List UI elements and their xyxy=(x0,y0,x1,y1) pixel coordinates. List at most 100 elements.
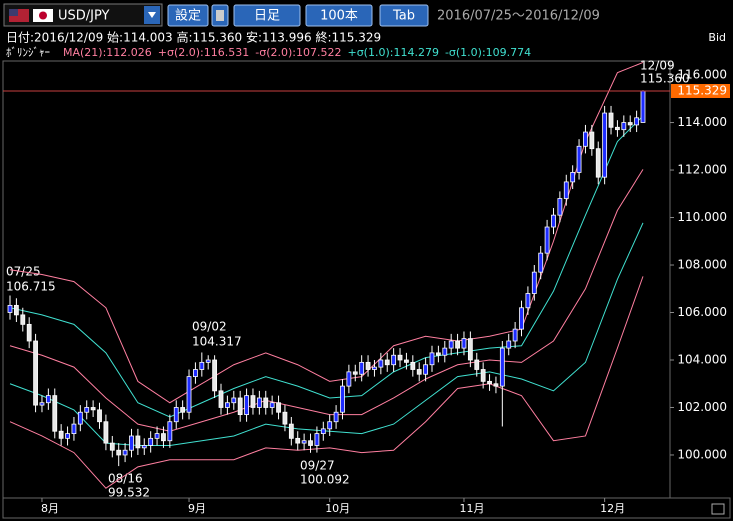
y-tick-label: 102.000 xyxy=(677,400,727,414)
us-flag-canton xyxy=(9,9,18,16)
y-tick-label: 106.000 xyxy=(677,305,727,319)
band-line xyxy=(9,276,644,489)
candle-body xyxy=(141,445,147,449)
legend-entry: +σ(1.0):114.279 xyxy=(347,46,438,59)
candle-body xyxy=(442,347,448,356)
annotation-price: 100.092 xyxy=(300,473,350,487)
candle-body xyxy=(544,226,550,254)
settings-button[interactable] xyxy=(167,4,209,27)
candle-body xyxy=(116,449,122,456)
current-price-box xyxy=(671,83,730,98)
tool-icon xyxy=(216,10,224,21)
tab-button[interactable] xyxy=(379,4,429,27)
candle-body xyxy=(84,407,90,413)
y-tick-label: 114.000 xyxy=(677,115,727,129)
candle-body xyxy=(384,359,390,366)
candle-body xyxy=(461,338,467,349)
expand-icon[interactable] xyxy=(711,503,725,515)
candle-body xyxy=(576,145,582,173)
candle-body xyxy=(487,380,492,385)
candle-body xyxy=(333,411,339,423)
candle-body xyxy=(71,423,77,435)
candle-body xyxy=(602,112,608,178)
period-label: 日足 xyxy=(254,9,280,24)
candle-body xyxy=(276,402,281,413)
candle-body xyxy=(244,395,249,416)
x-axis-frame xyxy=(2,497,731,519)
x-tick-label: 8月 xyxy=(41,502,59,515)
annotation-date: 09/27 xyxy=(300,459,335,473)
candle-body xyxy=(109,442,115,451)
candle-body xyxy=(404,359,409,363)
candle-body xyxy=(346,371,352,387)
candle-body xyxy=(525,293,531,309)
candle-body xyxy=(231,397,237,404)
candle-body xyxy=(340,385,345,413)
candle-body xyxy=(615,126,620,131)
candle-body xyxy=(205,359,211,363)
pair-label: USD/JPY xyxy=(58,9,110,24)
candle-body xyxy=(135,435,141,449)
candle-body xyxy=(13,304,19,316)
candle-body xyxy=(595,148,601,178)
y-tick-label: 112.000 xyxy=(677,163,727,177)
candle-body xyxy=(122,449,128,456)
dropdown-arrow xyxy=(148,12,156,18)
y-tick-label: 110.000 xyxy=(677,210,727,224)
candle-body xyxy=(90,407,96,411)
candle-body xyxy=(551,214,556,228)
candle-body xyxy=(627,122,633,126)
date-range: 2016/07/25～2016/12/09 xyxy=(437,9,600,24)
y-tick-label: 108.000 xyxy=(677,258,727,272)
candle-body xyxy=(467,338,473,361)
jp-flag-sun xyxy=(39,11,47,20)
candle-body xyxy=(583,131,588,147)
candle-body xyxy=(212,359,218,392)
band-line xyxy=(9,115,644,418)
count-button[interactable] xyxy=(305,4,373,27)
candle-body xyxy=(359,361,365,375)
candle-body xyxy=(391,354,397,366)
candle-body xyxy=(608,112,614,128)
candle-body xyxy=(474,359,480,370)
candle-body xyxy=(557,198,563,216)
indicator-name: ﾎﾞﾘﾝｼﾞｬｰ xyxy=(6,46,50,59)
candle-body xyxy=(429,352,435,366)
candle-body xyxy=(480,369,486,382)
candle-body xyxy=(173,407,179,423)
legend-entry: -σ(2.0):107.522 xyxy=(255,46,341,59)
candle-body xyxy=(282,411,288,425)
candle-body xyxy=(263,397,269,408)
candle-body xyxy=(493,383,499,387)
pair-selector[interactable]: USD/JPY xyxy=(3,3,163,27)
annotation-date: 08/16 xyxy=(108,472,143,486)
current-price-label: 115.329 xyxy=(677,83,727,97)
candle-body xyxy=(372,366,377,370)
candle-body xyxy=(320,428,326,435)
candle-body xyxy=(250,395,256,408)
candle-body xyxy=(26,323,32,342)
ohlc-info: 日付:2016/12/09 始:114.003 高:115.360 安:113.… xyxy=(6,30,381,45)
candle-body xyxy=(640,90,646,123)
candle-body xyxy=(378,359,384,368)
candle-body xyxy=(58,430,64,439)
legend-entry: +σ(2.0):116.531 xyxy=(158,46,249,59)
candle-body xyxy=(416,369,422,375)
candle-body xyxy=(308,440,313,446)
candle-body xyxy=(97,409,102,423)
candle-body xyxy=(435,352,441,356)
annotation-date: 09/02 xyxy=(192,320,227,334)
candle-body xyxy=(65,433,70,439)
candle-body xyxy=(410,361,416,370)
candle-body xyxy=(570,172,576,183)
period-button[interactable] xyxy=(233,4,301,27)
candle-body xyxy=(634,117,640,126)
x-tick-label: 12月 xyxy=(600,502,625,515)
candle-body xyxy=(621,122,627,131)
candle-body xyxy=(269,402,275,408)
candle-body xyxy=(237,397,243,416)
candle-body xyxy=(256,397,262,408)
tab-label: Tab xyxy=(392,9,415,24)
candle-body xyxy=(148,437,154,446)
